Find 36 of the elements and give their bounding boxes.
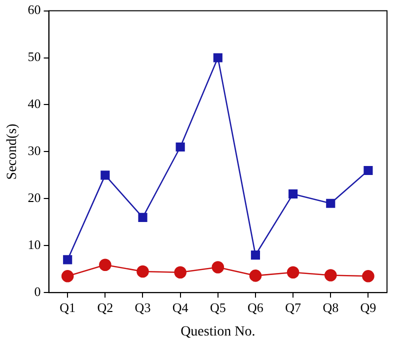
x-tick-label: Q8 [322, 300, 339, 315]
point [286, 266, 300, 279]
point [63, 255, 72, 264]
point [288, 189, 298, 199]
y-tick-label: 20 [28, 190, 41, 206]
y-tick-label: 0 [34, 284, 41, 300]
point [174, 266, 186, 279]
point [213, 53, 222, 62]
point [324, 269, 337, 282]
point [99, 258, 112, 272]
x-tick-label: Q5 [210, 300, 226, 315]
point [136, 265, 149, 278]
y-tick-label: 50 [28, 49, 41, 64]
x-tick-label: Q3 [134, 300, 151, 315]
point [138, 212, 148, 222]
x-tick-label: Q9 [360, 300, 376, 315]
y-tick-label: 40 [28, 96, 41, 112]
y-tick-label: 10 [28, 237, 41, 252]
x-tick-label: Q1 [60, 300, 76, 315]
y-tick-label: 60 [28, 2, 41, 18]
x-tick-label: Q4 [172, 300, 189, 315]
point [326, 198, 336, 208]
y-axis-title: Second(s) [5, 123, 20, 180]
x-tick-label: Q6 [248, 300, 264, 315]
x-tick-label: Q7 [285, 300, 302, 315]
point [212, 261, 224, 274]
point [249, 270, 262, 282]
y-tick-label: 30 [28, 143, 41, 158]
x-tick-label: Q2 [97, 300, 114, 315]
point [362, 270, 374, 282]
point [100, 170, 110, 180]
point [176, 142, 185, 152]
point [61, 270, 74, 282]
point [364, 166, 373, 176]
x-axis-title: Question No. [180, 324, 256, 340]
point [250, 250, 260, 260]
